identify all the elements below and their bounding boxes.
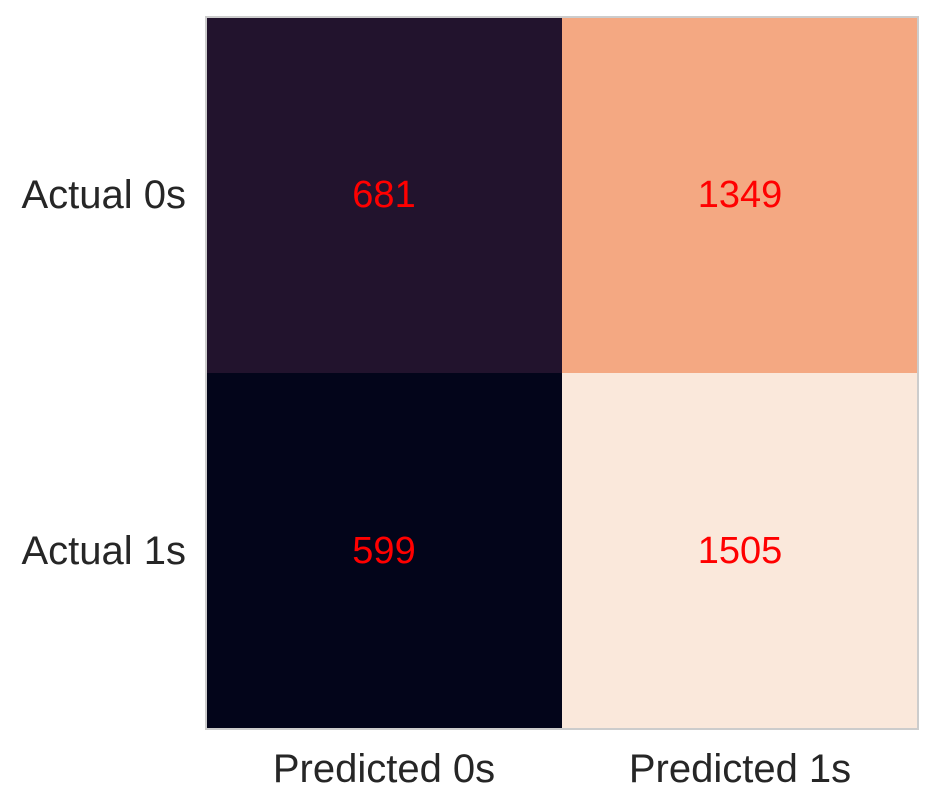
y-tick-label: Actual 0s — [21, 173, 186, 217]
cell-value-label: 599 — [352, 530, 415, 572]
heatmap-cells — [206, 17, 918, 729]
heatmap-cell-r0-c0 — [206, 17, 562, 373]
cell-value-label: 681 — [352, 174, 415, 216]
heatmap-cell-r1-c1 — [562, 373, 918, 729]
cell-value-label: 1505 — [698, 530, 783, 572]
y-tick-labels: Actual 0s Actual 1s — [21, 173, 186, 573]
cell-value-labels: 681 1349 599 1505 — [352, 174, 782, 572]
x-tick-labels: Predicted 0s Predicted 1s — [273, 747, 851, 791]
plot-frame — [205, 16, 919, 730]
heatmap-cell-r0-c1 — [562, 17, 918, 373]
x-tick-label: Predicted 0s — [273, 747, 495, 791]
x-tick-label: Predicted 1s — [629, 747, 851, 791]
cell-value-label: 1349 — [698, 174, 783, 216]
y-tick-label: Actual 1s — [21, 529, 186, 573]
heatmap-cell-r1-c0 — [206, 373, 562, 729]
